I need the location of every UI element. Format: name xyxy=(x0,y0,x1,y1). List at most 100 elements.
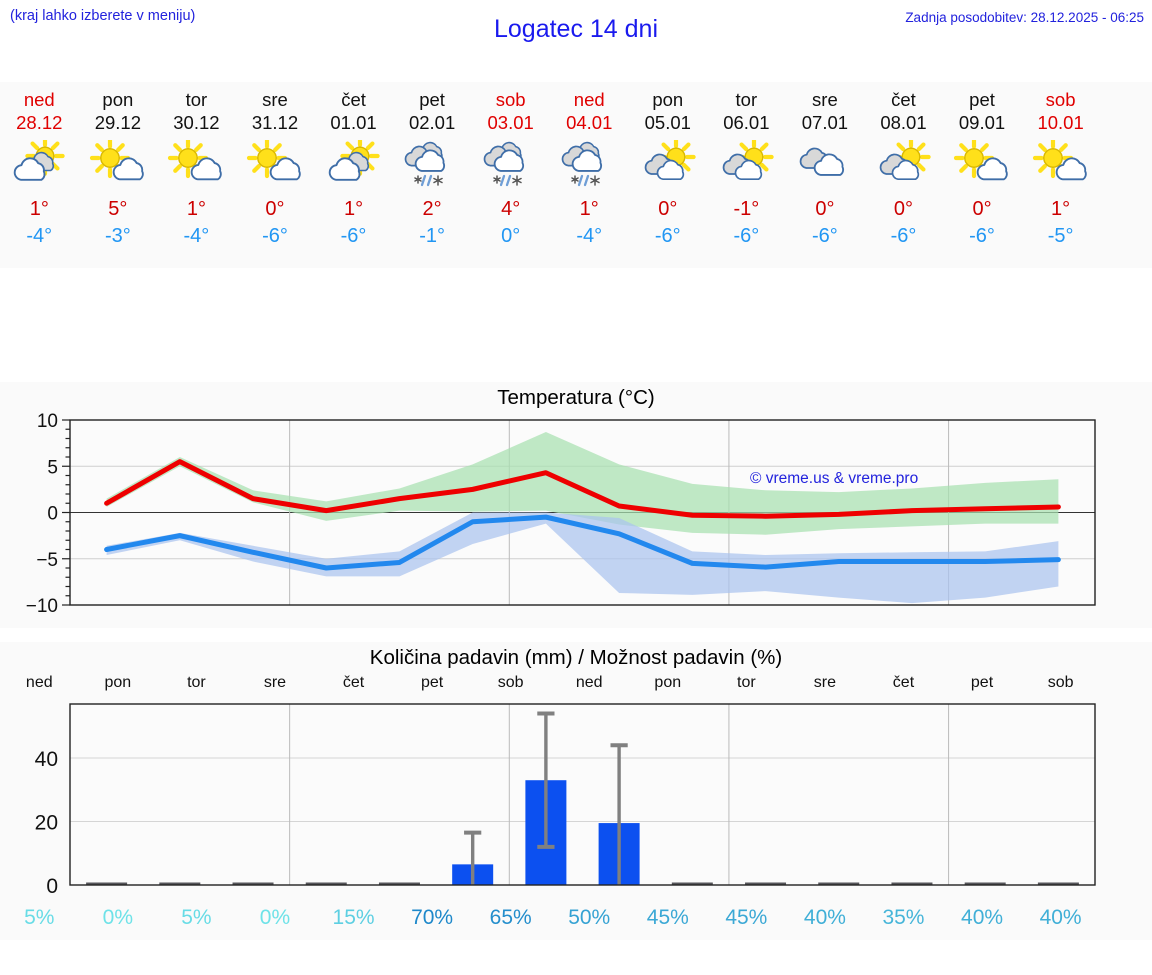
svg-text:5: 5 xyxy=(47,457,58,478)
day-of-week: čet xyxy=(891,89,916,110)
temperature-chart-title: Temperatura (°C) xyxy=(497,386,655,409)
day-date: 01.01 xyxy=(330,112,377,133)
temperature-min: -6° xyxy=(733,225,760,247)
day-of-week: tor xyxy=(185,89,208,110)
svg-text:0: 0 xyxy=(47,504,58,525)
page-header: (kraj lahko izberete v meniju) Logatec 1… xyxy=(0,0,1152,56)
daily-forecast-strip: ned 28.12 1° -4° pon 29.12 5° -3° tor 30.1… xyxy=(0,82,1152,268)
precip-probability: 40% xyxy=(1039,906,1082,929)
day-of-week: ned xyxy=(573,89,605,110)
precip-probability: 70% xyxy=(411,906,454,929)
temperature-min: -6° xyxy=(890,225,917,247)
precip-day-label: sob xyxy=(1047,674,1074,691)
temperature-max: 0° xyxy=(815,198,835,220)
sun-small-cloud-icon xyxy=(164,136,228,192)
day-date: 02.01 xyxy=(408,112,456,133)
temperature-max: 1° xyxy=(186,198,206,220)
precip-probability: 5% xyxy=(181,906,212,929)
day-column: sre 31.12 0° -6° xyxy=(236,82,315,268)
day-column: pon 29.12 5° -3° xyxy=(79,82,158,268)
precip-probability: 5% xyxy=(24,906,55,929)
precip-probability: 35% xyxy=(882,906,925,929)
temperature-min: -3° xyxy=(104,225,131,247)
day-date: 08.01 xyxy=(880,112,927,133)
sun-behind-cloud-icon xyxy=(322,136,386,192)
precipitation-day-labels: ned pon tor sre čet pet sob ned pon tor sre čet pet s… xyxy=(0,674,1152,692)
cloud-rain-snow-icon xyxy=(479,136,543,192)
day-column: pon 05.01 0° -6° xyxy=(629,82,708,268)
svg-text:0: 0 xyxy=(46,875,58,898)
temperature-max: 1° xyxy=(343,198,364,220)
precip-probability: 45% xyxy=(646,906,689,929)
day-date: 29.12 xyxy=(94,112,141,133)
day-date: 06.01 xyxy=(723,112,770,133)
day-date: 03.01 xyxy=(487,112,534,133)
precip-day-label: sre xyxy=(263,674,287,691)
temperature-min: -6° xyxy=(654,225,681,247)
temperature-max: 5° xyxy=(108,198,128,220)
precip-day-label: sob xyxy=(497,674,524,691)
temperature-max: 1° xyxy=(1051,198,1071,220)
precipitation-plot: 0 20 40 xyxy=(35,703,1096,898)
day-column: ned 04.01 xyxy=(550,82,629,268)
last-updated-text: Zadnja posodobitev: 28.12.2025 - 06:25 xyxy=(905,10,1144,25)
day-date: 28.12 xyxy=(16,112,63,133)
day-of-week: sob xyxy=(1045,89,1076,110)
cloud-behind-sun-icon xyxy=(714,136,778,192)
day-column: čet 08.01 0° -6° xyxy=(864,82,943,268)
cloud-rain-snow-icon xyxy=(400,136,464,192)
temperature-min: -6° xyxy=(262,225,288,247)
temperature-max: 0° xyxy=(972,198,992,220)
svg-text:40: 40 xyxy=(35,748,58,771)
day-column: pet 02.01 xyxy=(393,82,472,268)
temperature-min: -5° xyxy=(1047,225,1074,247)
page-title: Logatec 14 dni xyxy=(493,15,659,43)
precipitation-chart: Količina padavin (mm) / Možnost padavin … xyxy=(0,642,1152,905)
menu-hint-link[interactable]: (kraj lahko izberete v meniju) xyxy=(10,8,196,24)
temperature-chart: Temperatura (°C) −10 −5 0 5 10 © vreme.us & … xyxy=(0,382,1152,628)
copyright-text: © vreme.us & vreme.pro xyxy=(750,470,919,487)
svg-text:−5: −5 xyxy=(36,550,58,571)
precip-probability: 45% xyxy=(725,906,768,929)
precipitation-chart-title: Količina padavin (mm) / Možnost padavin … xyxy=(369,646,783,669)
day-of-week: pon xyxy=(652,89,684,110)
temperature-max: 0° xyxy=(893,198,914,220)
precip-day-label: tor xyxy=(187,674,206,691)
cloud-behind-sun-icon xyxy=(871,136,935,192)
precip-day-label: ned xyxy=(25,674,53,691)
day-of-week: sob xyxy=(495,89,526,110)
precip-probability: 40% xyxy=(803,906,846,929)
day-of-week: sre xyxy=(262,89,288,110)
day-column: pet 09.01 0° -6° xyxy=(943,82,1022,268)
temperature-min: -4° xyxy=(26,225,53,247)
precip-day-label: tor xyxy=(737,674,756,691)
temperature-max: 0° xyxy=(265,198,285,220)
precip-day-label: pet xyxy=(970,674,994,691)
day-of-week: pet xyxy=(969,89,995,110)
precip-probability: 40% xyxy=(961,906,1004,929)
day-of-week: sre xyxy=(812,89,838,110)
temperature-plot: −10 −5 0 5 10 xyxy=(26,411,1096,617)
temperature-min: -6° xyxy=(969,225,995,247)
precip-probability: 50% xyxy=(568,906,611,929)
day-of-week: ned xyxy=(23,89,55,110)
cloud-behind-sun-icon xyxy=(636,136,700,192)
precip-day-label: pon xyxy=(654,674,682,691)
day-of-week: pon xyxy=(102,89,134,110)
day-column: sob 03.01 xyxy=(471,82,550,268)
cloud-rain-snow-icon xyxy=(557,136,621,192)
temperature-max: -1° xyxy=(733,198,760,220)
day-of-week: pet xyxy=(419,89,445,110)
day-date: 31.12 xyxy=(251,112,299,133)
svg-text:20: 20 xyxy=(35,811,58,834)
precip-day-label: čet xyxy=(342,674,365,691)
day-date: 30.12 xyxy=(173,112,220,133)
day-date: 10.01 xyxy=(1037,112,1084,133)
day-date: 04.01 xyxy=(566,112,613,133)
sun-small-cloud-icon xyxy=(86,136,150,192)
temperature-min: 0° xyxy=(501,225,521,247)
day-column: tor 06.01 -1° -6° xyxy=(707,82,786,268)
sun-behind-cloud-icon xyxy=(7,136,71,192)
day-column: sob 10.01 1° -5° xyxy=(1021,82,1100,268)
precip-day-label: sre xyxy=(813,674,837,691)
